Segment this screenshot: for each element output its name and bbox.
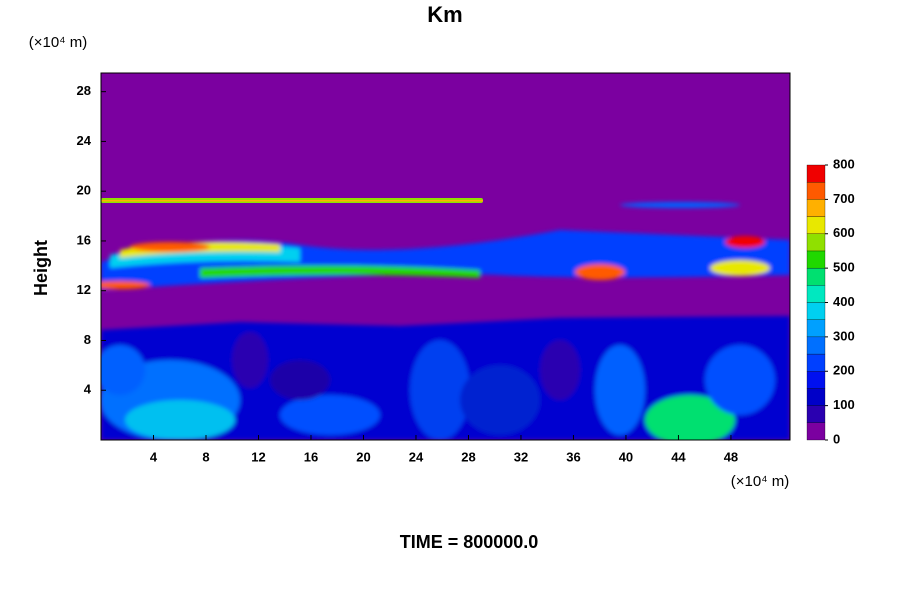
colorbar-band <box>806 353 826 372</box>
colorbar-band <box>806 250 826 269</box>
colorbar-tick-label: 200 <box>833 363 855 378</box>
y-tick-label: 4 <box>84 382 92 397</box>
x-tick-label: 44 <box>671 449 686 464</box>
colorbar-tick-label: 300 <box>833 328 855 343</box>
colorbar-tick-label: 0 <box>833 431 840 446</box>
colorbar-tick-label: 600 <box>833 225 855 240</box>
colorbar-band <box>806 199 826 217</box>
x-tick-label: 36 <box>566 449 580 464</box>
x-tick-label: 16 <box>304 449 318 464</box>
y-tick-label: 24 <box>77 133 92 148</box>
x-tick-label: 40 <box>619 449 633 464</box>
colorbar-tick-label: 100 <box>833 397 855 412</box>
x-tick-label: 24 <box>409 449 424 464</box>
colorbar-band <box>806 164 826 183</box>
y-tick-label: 20 <box>77 183 91 198</box>
x-tick-label: 4 <box>150 449 158 464</box>
contour-field <box>101 73 790 440</box>
x-tick-label: 28 <box>461 449 475 464</box>
y-tick-label: 8 <box>84 332 91 347</box>
y-tick-label: 16 <box>77 232 91 247</box>
x-tick-label: 48 <box>724 449 738 464</box>
plot-frame <box>100 72 791 441</box>
colorbar-band <box>806 405 826 423</box>
y-tick-label: 28 <box>77 83 91 98</box>
colorbar-band <box>806 216 826 234</box>
x-unit-label: (×10⁴ m) <box>731 473 790 490</box>
colorbar-tick-label: 500 <box>833 260 855 275</box>
y-tick-label: 12 <box>77 282 91 297</box>
colorbar-band <box>806 233 826 252</box>
colorbar-tick-label: 700 <box>833 191 855 206</box>
colorbar-band <box>806 336 826 355</box>
colorbar-tick-label: 800 <box>833 156 855 171</box>
x-tick-label: 12 <box>251 449 265 464</box>
footer: TIME = 800000.0 <box>400 532 539 552</box>
y-axis-label: Height <box>31 240 51 296</box>
colorbar-band <box>806 285 826 303</box>
colorbar-band <box>806 267 826 286</box>
colorbar-band <box>806 371 826 389</box>
x-tick-label: 8 <box>202 449 209 464</box>
colorbar-band <box>806 302 826 320</box>
y-unit-label: (×10⁴ m) <box>29 34 88 51</box>
chart-title: Km <box>427 2 462 27</box>
colorbar-band <box>806 422 826 441</box>
colorbar-band <box>806 182 826 200</box>
colorbar-band <box>806 319 826 338</box>
x-tick-label: 20 <box>356 449 370 464</box>
x-tick-label: 32 <box>514 449 528 464</box>
colorbar-tick-label: 400 <box>833 294 855 309</box>
colorbar-band <box>806 388 826 406</box>
